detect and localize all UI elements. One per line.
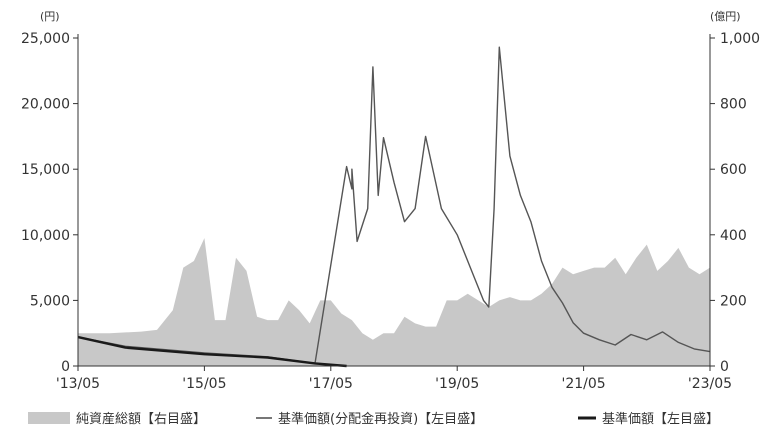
x-tick-label: '13/05: [56, 376, 100, 392]
x-tick-label: '23/05: [688, 376, 732, 392]
y-right-tick-label: 600: [720, 162, 747, 178]
legend-swatch-net-assets: [28, 412, 70, 424]
y-left-tick-label: 10,000: [21, 228, 70, 244]
y-right-tick-label: 0: [720, 359, 729, 375]
legend-label-nav: 基準価額【左目盛】: [602, 411, 719, 427]
y-right-tick-label: 800: [720, 97, 747, 113]
y-left-tick-labels: 25,000 20,000 15,000 10,000 5,000 0: [21, 31, 70, 375]
x-tick-label: '21/05: [561, 376, 605, 392]
nav-lines-layer: [77, 46, 711, 368]
x-tick-label: '15/05: [182, 376, 226, 392]
y-left-tick-label: 0: [61, 359, 70, 375]
x-tick-label: '17/05: [309, 376, 353, 392]
axes-layer: [73, 34, 715, 371]
nav-reinvested-line: [77, 46, 711, 365]
x-tick-label: '19/05: [435, 376, 479, 392]
y-left-tick-label: 20,000: [21, 97, 70, 113]
left-axis-unit: (円): [40, 10, 60, 23]
net-assets-area-layer: [78, 238, 710, 366]
legend: 純資産総額【右目盛】 基準価額(分配金再投資)【左目盛】 基準価額【左目盛】: [28, 411, 719, 427]
y-right-tick-label: 400: [720, 228, 747, 244]
legend-label-net-assets: 純資産総額【右目盛】: [76, 411, 206, 427]
y-left-tick-label: 15,000: [21, 162, 70, 178]
net-assets-area: [78, 238, 710, 366]
y-right-tick-label: 200: [720, 293, 747, 309]
y-right-tick-labels: 1,000 800 600 400 200 0: [720, 31, 760, 375]
legend-label-nav-reinvested: 基準価額(分配金再投資)【左目盛】: [278, 411, 483, 427]
x-tick-labels: '13/05 '15/05 '17/05 '19/05 '21/05 '23/05: [56, 376, 732, 392]
y-left-tick-label: 25,000: [21, 31, 70, 47]
y-left-tick-label: 5,000: [30, 293, 70, 309]
y-right-tick-label: 1,000: [720, 31, 760, 47]
right-axis-unit: (億円): [710, 10, 741, 23]
nav-line: [77, 335, 347, 368]
